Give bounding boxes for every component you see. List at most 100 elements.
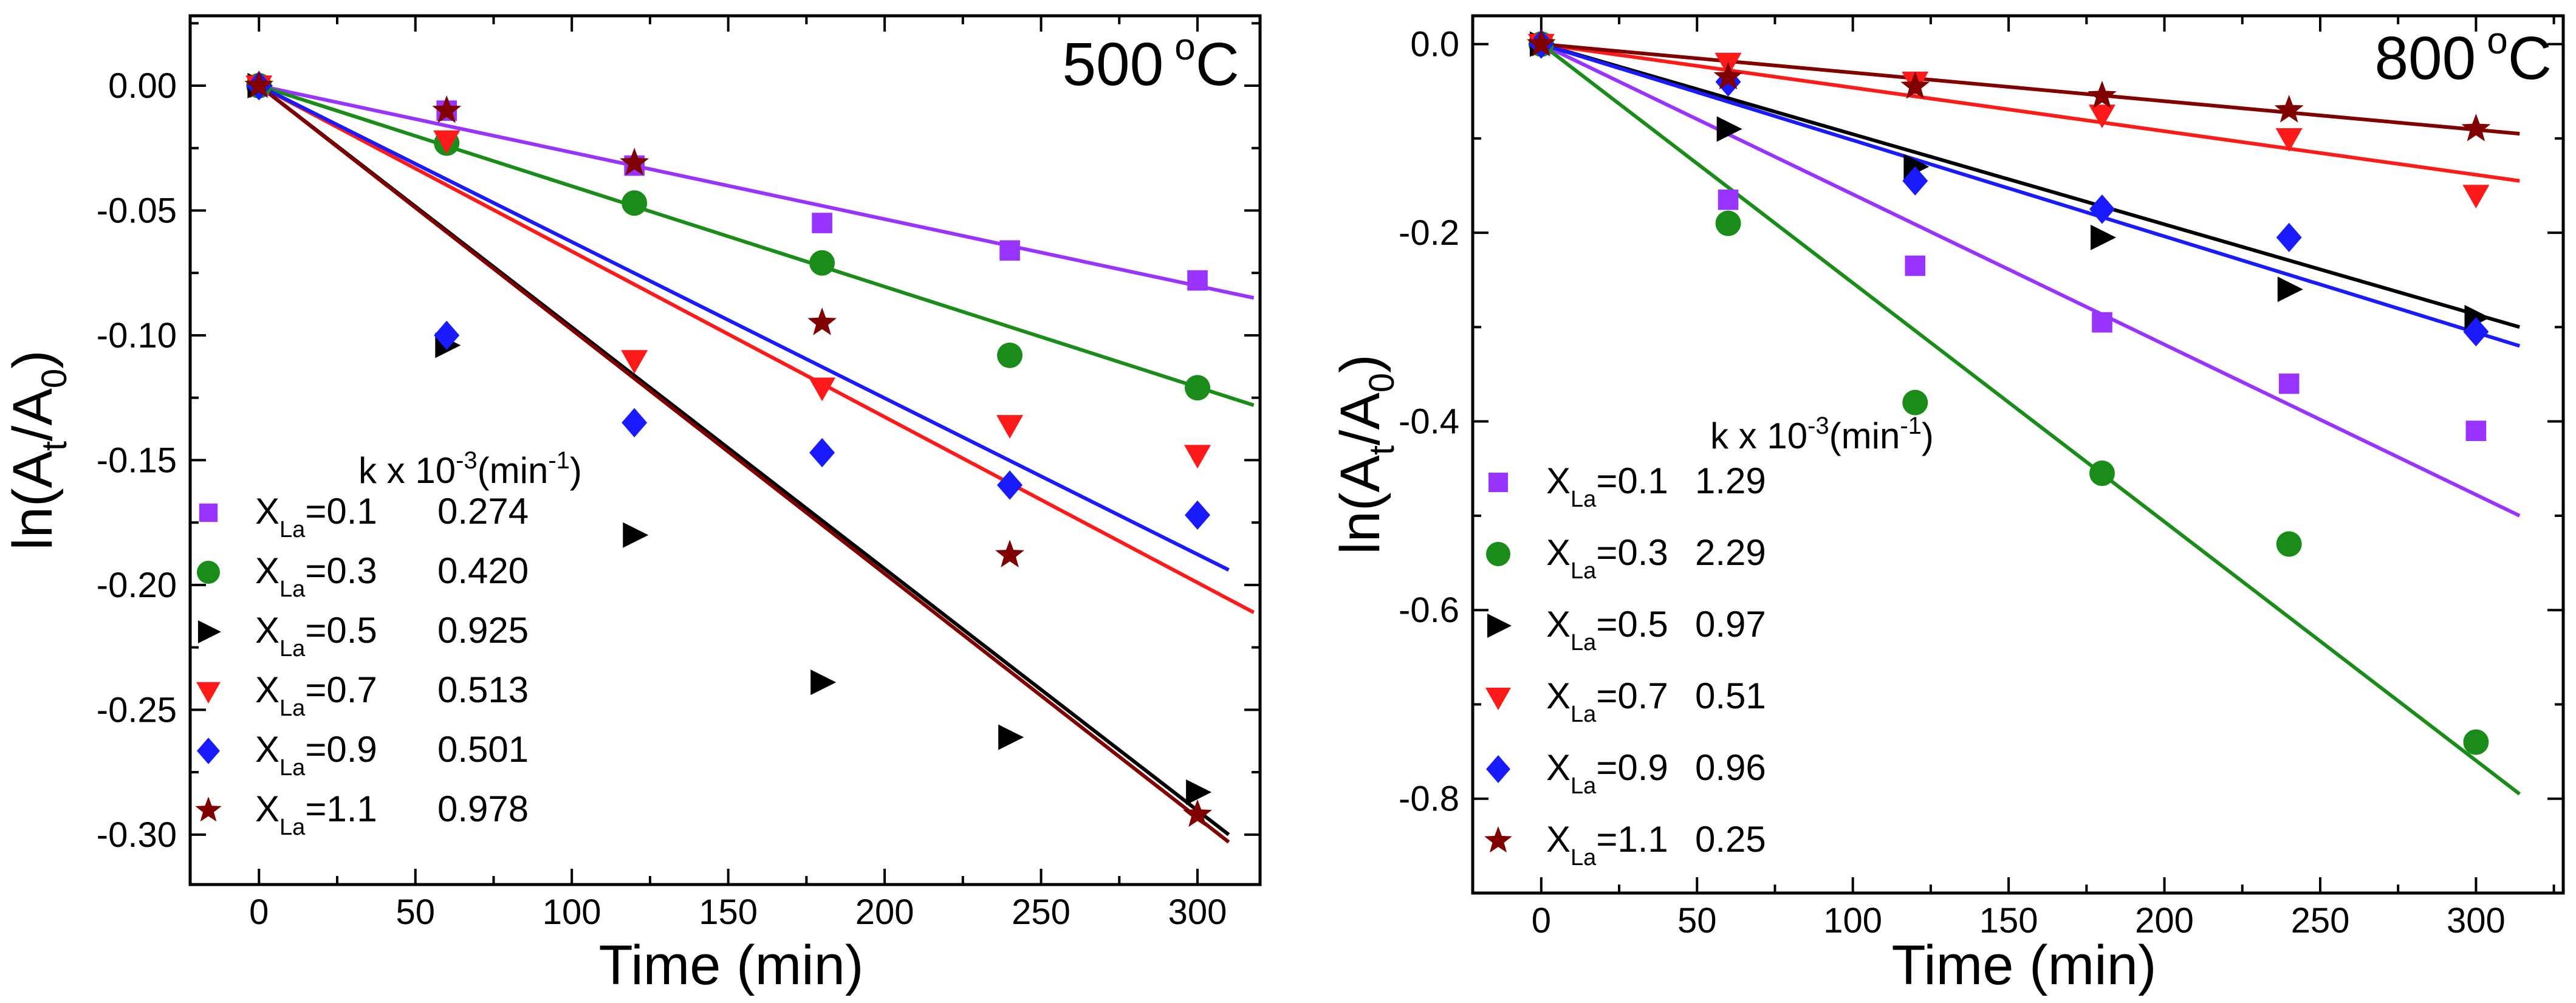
data-point-green xyxy=(622,190,648,216)
data-point-red xyxy=(809,377,836,402)
x-tick-label: 150 xyxy=(1979,901,2038,940)
data-point-black xyxy=(1186,779,1212,805)
x-tick-label: 100 xyxy=(1823,901,1882,940)
fit-line-green xyxy=(1540,43,2521,796)
fit-line-green xyxy=(258,84,1255,407)
temperature-value: 500 xyxy=(1062,30,1163,98)
legend-header-part: (min xyxy=(1829,416,1900,456)
plot-frame-right xyxy=(1471,14,2565,895)
data-point-red xyxy=(433,130,461,154)
legend-label-main: X xyxy=(1546,460,1571,501)
x-tick-label: 250 xyxy=(1012,892,1070,932)
legend-label-sub: La xyxy=(279,815,306,840)
legend-k-value: 2.29 xyxy=(1695,532,1766,573)
legend-label-value: =0.9 xyxy=(1596,747,1668,788)
y-tick-label: -0.15 xyxy=(97,440,177,480)
legend-header-part: (min xyxy=(478,450,549,491)
fit-line-red xyxy=(258,84,1255,614)
data-point-maroon xyxy=(2461,114,2491,142)
data-point-purple xyxy=(1718,189,1739,210)
x-tick-label: 200 xyxy=(2135,901,2194,940)
data-point-purple xyxy=(2465,420,2487,441)
legend-label-value: =0.7 xyxy=(1596,676,1668,716)
legend-label: XLa=0.5 xyxy=(255,610,377,662)
data-point-blue xyxy=(1902,166,1928,196)
legend-label-value: =0.5 xyxy=(1596,604,1668,645)
data-point-black xyxy=(1716,116,1742,142)
data-point-red xyxy=(996,415,1024,439)
legend-label-sub: La xyxy=(1571,558,1597,584)
data-point-blue xyxy=(2463,317,2489,347)
data-point-red xyxy=(1184,445,1211,469)
data-point-purple xyxy=(999,240,1020,261)
fit-line-maroon xyxy=(258,84,1230,844)
y-tick-label: -0.25 xyxy=(97,690,177,730)
legend-k-value: 0.925 xyxy=(437,610,529,651)
data-point-black xyxy=(2091,224,2117,250)
legend-label: XLa=0.3 xyxy=(255,550,377,602)
data-point-blue xyxy=(2089,194,2115,224)
legend-k-value: 0.25 xyxy=(1695,819,1766,860)
data-point-green xyxy=(1185,375,1211,401)
data-point-black xyxy=(998,724,1024,750)
data-point-blue xyxy=(809,437,835,468)
legend-header-part: k x 10 xyxy=(358,450,456,491)
data-point-green xyxy=(2463,729,2489,755)
legend-label-sub: La xyxy=(1571,773,1597,799)
y-tick-label: 0.00 xyxy=(108,66,177,106)
legend-label-value: =0.1 xyxy=(1596,460,1668,501)
data-point-maroon xyxy=(2088,80,2117,109)
temperature-value: 800 xyxy=(2374,24,2476,92)
data-point-purple xyxy=(2092,312,2112,333)
data-point-green xyxy=(809,250,835,276)
degree-symbol: o xyxy=(1174,26,1195,68)
y-axis-title-part: 0 xyxy=(35,369,74,388)
legend-k-value: 0.978 xyxy=(437,789,529,829)
y-tick-label: 0.0 xyxy=(1410,25,1459,64)
temperature-label: 500 oC xyxy=(1062,26,1239,98)
degree-symbol: o xyxy=(2487,20,2507,62)
legend-label-value: =1.1 xyxy=(1596,819,1668,860)
legend-label-value: =1.1 xyxy=(305,789,377,829)
legend-k-value: 0.513 xyxy=(437,669,529,710)
plot-frame-left xyxy=(188,14,1262,886)
legend-header: k x 10-3(min-1) xyxy=(358,447,582,491)
data-point-maroon xyxy=(1900,71,1930,99)
legend-label-sub: La xyxy=(1571,630,1597,656)
y-axis-title-part: /A xyxy=(1329,392,1391,445)
legend-label-main: X xyxy=(1546,532,1571,573)
panel-left: 0 50 100 150 200 250 300 0.00 -0.05 -0.10 -0.15 -0.… xyxy=(2,14,1262,996)
legend-marker-black xyxy=(197,620,221,643)
data-point-red xyxy=(2088,104,2116,129)
y-axis-title-part: ln(A xyxy=(2,451,64,550)
data-point-green xyxy=(1902,389,1928,416)
data-point-maroon xyxy=(1526,29,1556,56)
temperature-unit: C xyxy=(2508,24,2552,92)
legend-header-part: ) xyxy=(570,450,582,491)
data-point-blue xyxy=(1185,500,1211,530)
legend-label-value: =0.3 xyxy=(305,550,377,591)
legend-k-value: 0.96 xyxy=(1695,747,1766,788)
legend-label-sub: La xyxy=(279,696,306,721)
y-tick-label: -0.8 xyxy=(1399,779,1459,819)
legend-item: XLa=0.5 0.925 xyxy=(197,610,529,662)
y-tick-label: -0.10 xyxy=(97,316,177,355)
x-tick-label: 50 xyxy=(1677,901,1717,940)
temperature-label: 800 oC xyxy=(2374,20,2552,92)
legend-item: XLa=0.5 0.97 xyxy=(1487,604,1766,656)
legend-item: XLa=0.1 0.274 xyxy=(199,491,529,543)
legend-item: XLa=0.7 0.513 xyxy=(196,669,529,721)
data-point-blue xyxy=(622,408,648,437)
legend-k-value: 0.274 xyxy=(437,491,529,532)
legend-header-part: -1 xyxy=(1900,412,1922,439)
legend-label: XLa=0.1 xyxy=(1546,460,1668,512)
legend-item: XLa=0.9 0.96 xyxy=(1486,747,1766,799)
legend-marker-blue xyxy=(1486,755,1510,783)
x-tick-label: 250 xyxy=(2291,901,2350,940)
x-tick-label: 300 xyxy=(2447,901,2506,940)
fit-line-purple xyxy=(258,84,1255,300)
data-point-red xyxy=(621,350,648,374)
legend-label-sub: La xyxy=(279,577,306,602)
x-tick-label: 200 xyxy=(855,892,914,932)
